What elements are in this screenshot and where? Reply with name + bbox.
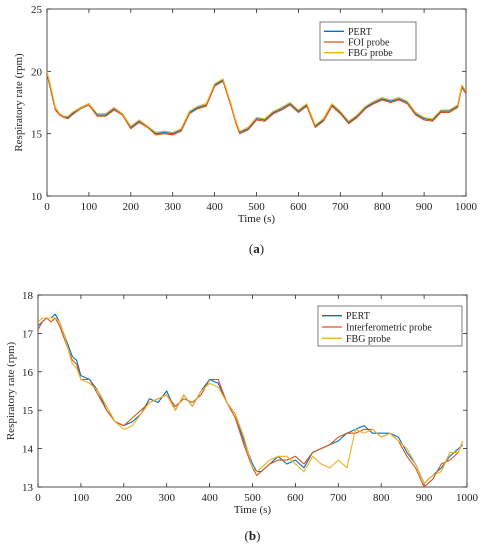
caption-open-paren: ( <box>249 241 253 256</box>
caption-letter: a <box>253 241 260 256</box>
chart-1: 0 100 200 300 400 500 600 700 800 900 1000 10 15 20 25… <box>13 4 478 256</box>
series-line-pert <box>47 72 466 135</box>
x-tick-label: 300 <box>158 492 175 504</box>
x-tick-label: 600 <box>290 201 307 213</box>
series-line-fbg-probe <box>47 71 466 133</box>
x-tick-label: 1000 <box>455 201 478 213</box>
x-tick-label: 800 <box>373 492 390 504</box>
x-tick-label: 100 <box>81 201 98 213</box>
y-tick-label: 17 <box>22 328 34 340</box>
x-tick-label: 700 <box>330 492 347 504</box>
y-tick-label: 18 <box>22 290 34 302</box>
y-tick-label: 13 <box>22 482 34 494</box>
x-tick-label: 500 <box>248 201 265 213</box>
x-tick-label: 100 <box>73 492 90 504</box>
legend-entry: PERT <box>346 311 370 322</box>
legend-box <box>319 21 417 61</box>
legend-entry: FBG probe <box>348 48 393 59</box>
x-tick-label: 400 <box>201 492 218 504</box>
caption-close-paren: ) <box>256 528 260 543</box>
caption-open-paren: ( <box>245 528 249 543</box>
x-axis-label: Time (s) <box>238 213 276 225</box>
x-tick-label: 900 <box>416 201 433 213</box>
x-tick-label: 500 <box>244 492 261 504</box>
y-tick-label: 20 <box>31 66 43 78</box>
x-tick-label: 600 <box>287 492 304 504</box>
legend-box <box>317 305 463 347</box>
y-tick-label: 15 <box>22 405 34 417</box>
caption-close-paren: ) <box>260 241 264 256</box>
chart-2: 0 100 200 300 400 500 600 700 800 900 1000 13 14 15 16… <box>5 290 479 543</box>
y-tick-label: 10 <box>31 191 43 203</box>
y-tick-label: 25 <box>31 4 43 16</box>
series-line-fbg-probe <box>38 317 464 484</box>
x-tick-label: 200 <box>116 492 133 504</box>
subfigure-caption: (b) <box>245 528 261 543</box>
x-tick-label: 700 <box>332 201 349 213</box>
x-tick-label: 300 <box>164 201 181 213</box>
legend-entry: Interferometric probe <box>346 323 432 334</box>
y-tick-label: 14 <box>22 444 34 456</box>
legend-entry: FBG probe <box>346 334 391 345</box>
x-tick-label: 800 <box>374 201 391 213</box>
x-tick-label: 200 <box>123 201 140 213</box>
y-axis-label: Respiratory rate (rpm) <box>5 341 17 440</box>
caption-letter: b <box>249 528 256 543</box>
x-tick-label: 400 <box>206 201 223 213</box>
legend-entry: PERT <box>348 27 372 38</box>
x-tick-label: 0 <box>44 201 50 213</box>
x-tick-label: 900 <box>416 492 433 504</box>
y-tick-label: 15 <box>31 129 43 141</box>
series-line-foi-probe <box>47 73 466 136</box>
legend-entry: FOI probe <box>348 38 390 49</box>
x-axis-label: Time (s) <box>234 504 272 516</box>
x-tick-label: 0 <box>35 492 41 504</box>
y-axis-label: Respiratory rate (rpm) <box>13 53 25 152</box>
y-tick-label: 16 <box>22 367 34 379</box>
x-tick-label: 1000 <box>456 492 479 504</box>
subfigure-caption: (a) <box>249 241 264 256</box>
